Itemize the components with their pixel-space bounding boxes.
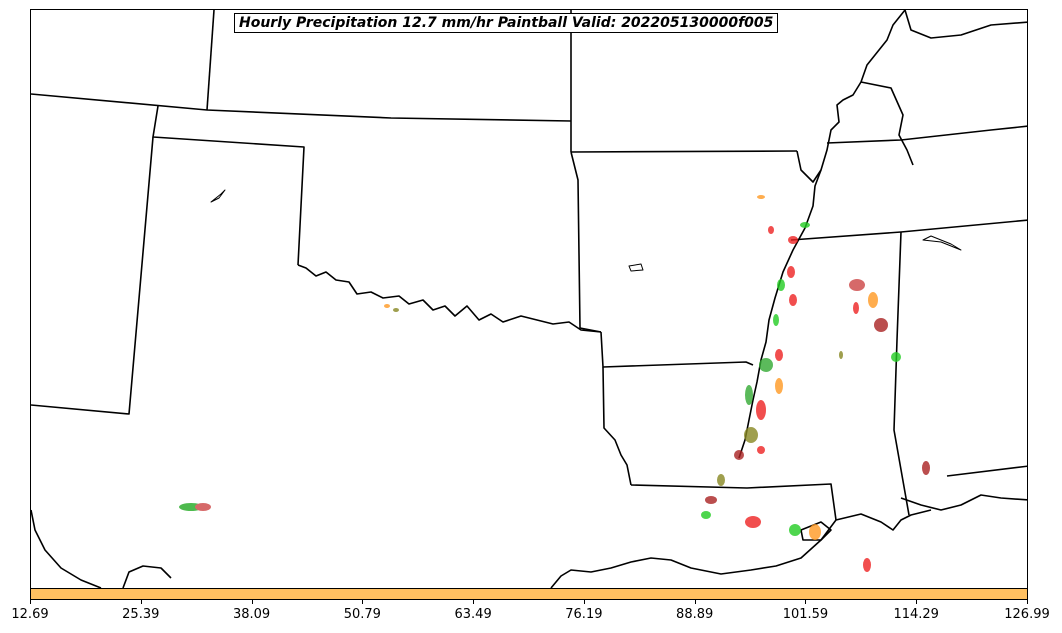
state-border: [826, 125, 1027, 144]
state-border: [893, 231, 910, 516]
precip-blob: [874, 318, 888, 332]
colorbar: [30, 588, 1028, 600]
state-border: [946, 465, 1027, 477]
precip-blob: [800, 222, 810, 228]
precip-blob: [789, 524, 801, 536]
colorbar-tick: [583, 600, 585, 604]
colorbar-tick: [473, 600, 475, 604]
precip-blob: [744, 427, 758, 443]
colorbar-tick-label: 12.69: [11, 607, 49, 622]
colorbar-tick-label: 25.39: [122, 607, 160, 622]
state-border: [900, 494, 1027, 511]
precip-blob: [393, 308, 399, 312]
colorbar-tick: [251, 600, 253, 604]
precip-blob: [734, 450, 744, 460]
precip-blob: [868, 292, 878, 308]
precip-blob: [757, 446, 765, 454]
map-panel: [30, 9, 1028, 589]
precip-blob: [775, 349, 783, 361]
precip-blob: [789, 294, 797, 306]
map-title: Hourly Precipitation 12.7 mm/hr Paintbal…: [234, 13, 779, 33]
precip-blob: [775, 378, 783, 394]
precip-blob: [745, 516, 761, 528]
state-border: [570, 151, 602, 333]
precip-paintballs: [179, 195, 930, 572]
precip-blob: [759, 358, 773, 372]
precip-blob: [757, 195, 765, 199]
precip-blob: [809, 524, 821, 540]
state-border: [630, 483, 837, 521]
state-border: [570, 150, 798, 153]
colorbar-tick: [362, 600, 364, 604]
coastline: [122, 565, 172, 588]
colorbar-tick: [1027, 600, 1028, 604]
state-border: [152, 105, 305, 266]
precip-blob: [701, 511, 711, 519]
colorbar-tick-label: 63.49: [454, 607, 492, 622]
precip-blob: [849, 279, 865, 291]
precip-blob: [788, 236, 798, 244]
colorbar-tick: [916, 600, 918, 604]
state-border: [31, 136, 154, 415]
state-border: [904, 10, 1027, 39]
colorbar-tick: [694, 600, 696, 604]
precip-blob: [717, 474, 725, 486]
colorbar-tick-label: 114.29: [893, 607, 939, 622]
colorbar-tick-label: 101.59: [782, 607, 829, 622]
colorbar-tick-label: 38.09: [232, 607, 271, 622]
coastline: [31, 509, 102, 588]
precip-blob: [773, 314, 779, 326]
state-border: [206, 10, 215, 111]
colorbar-tick-label: 76.19: [565, 607, 603, 622]
state-border: [860, 81, 914, 166]
colorbar-tick-label: 126.99: [1004, 607, 1050, 622]
precip-blob: [777, 279, 785, 291]
precip-blob: [756, 400, 766, 420]
precip-blob: [384, 304, 390, 308]
basemap: [31, 10, 1027, 588]
coastline: [550, 509, 932, 588]
colorbar-tick: [30, 600, 31, 604]
lake: [628, 263, 644, 272]
precip-blob: [891, 352, 901, 362]
coastline: [800, 521, 832, 541]
colorbar-tick: [805, 600, 807, 604]
state-border: [297, 264, 602, 333]
colorbar-tick-label: 50.79: [343, 607, 381, 622]
lake: [210, 189, 226, 203]
precip-blob: [922, 461, 930, 475]
precip-blob: [787, 266, 795, 278]
precip-blob: [768, 226, 774, 234]
state-border: [600, 331, 754, 368]
precip-blob: [705, 496, 717, 504]
precip-blob: [863, 558, 871, 572]
colorbar-tick: [140, 600, 142, 604]
state-border: [31, 93, 572, 122]
precip-blob: [195, 503, 211, 511]
colorbar-tick-label: 88.89: [676, 607, 714, 622]
river-border: [796, 10, 906, 183]
state-border: [790, 219, 1027, 241]
lake: [922, 235, 962, 251]
precip-blob: [853, 302, 859, 314]
precip-blob: [839, 351, 843, 359]
river-border: [738, 169, 822, 459]
precip-blob: [745, 385, 753, 405]
state-border: [602, 366, 632, 486]
